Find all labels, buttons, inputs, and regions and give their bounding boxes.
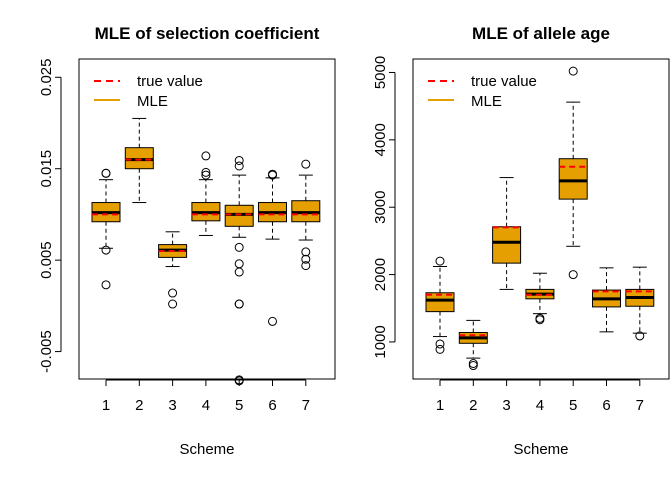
outlier-point: [101, 280, 111, 290]
legend-true-value-label: true value: [471, 73, 537, 90]
outlier-point: [234, 242, 244, 252]
outlier-point: [168, 299, 178, 309]
x-tick-label: 2: [135, 397, 143, 414]
x-tick-label: 5: [569, 397, 577, 414]
y-tick-label: 0.015: [38, 150, 55, 188]
outlier-point: [234, 267, 244, 277]
outlier-point: [535, 315, 545, 325]
outlier-point: [568, 270, 578, 280]
outlier-point: [468, 359, 478, 369]
boxplot-scheme-6: [258, 169, 287, 326]
legend-mle-label: MLE: [471, 93, 502, 110]
y-tick-label: 1000: [372, 325, 389, 358]
box-iqr: [425, 292, 455, 313]
boxplot-scheme-4: [525, 272, 555, 325]
outlier-point: [234, 259, 244, 269]
x-tick-label: 6: [268, 397, 276, 414]
boxplot-scheme-2: [458, 319, 488, 371]
outlier-point: [635, 331, 645, 341]
outlier-point: [301, 261, 311, 271]
outlier-point: [301, 159, 311, 169]
outlier-point: [101, 245, 111, 255]
outlier-point: [435, 256, 445, 266]
x-tick-label: 3: [502, 397, 510, 414]
box-iqr: [558, 158, 588, 200]
y-tick-label: 5000: [372, 56, 389, 89]
legend-true-value-label: true value: [137, 73, 203, 90]
outlier-point: [568, 66, 578, 76]
outlier-point: [201, 151, 211, 161]
outlier-point: [268, 316, 277, 326]
boxplot-scheme-6: [592, 267, 621, 333]
y-tick-label: 4000: [372, 123, 389, 156]
x-axis-label: Scheme: [513, 441, 568, 458]
boxplot-scheme-3: [492, 177, 522, 290]
boxplot-scheme-4: [191, 151, 221, 236]
legend: true value MLE: [428, 73, 537, 110]
boxplot-scheme-1: [425, 256, 455, 354]
x-axis-label: Scheme: [179, 441, 234, 458]
outlier-point: [234, 161, 244, 171]
x-tick-label: 6: [602, 397, 610, 414]
plot-frame: [78, 58, 336, 380]
outlier-point: [201, 170, 211, 180]
outlier-point: [435, 339, 445, 349]
panel-allele-age: MLE of allele age Scheme 1000 2000 3000 400…: [372, 24, 670, 458]
x-tick-label: 7: [302, 397, 310, 414]
boxplot-scheme-1: [91, 168, 121, 290]
x-tick-label: 1: [436, 397, 444, 414]
outlier-point: [301, 254, 311, 264]
outlier-point: [435, 344, 445, 354]
y-tick-label: -0.005: [38, 330, 55, 373]
outlier-point: [234, 155, 244, 165]
x-tick-label: 4: [202, 397, 210, 414]
chart-title: MLE of allele age: [472, 24, 610, 43]
chart-title: MLE of selection coefficient: [95, 24, 320, 43]
boxplot-scheme-5: [224, 155, 254, 386]
boxplot-scheme-2: [124, 117, 154, 204]
x-tick-label: 7: [636, 397, 644, 414]
y-tick-label: 2000: [372, 258, 389, 291]
x-tick-label: 3: [168, 397, 176, 414]
outlier-point: [268, 170, 277, 180]
outlier-point: [234, 299, 244, 309]
x-tick-label: 1: [102, 397, 110, 414]
outlier-point: [168, 288, 178, 298]
panel-selection-coefficient: MLE of selection coefficient Scheme -0.0…: [38, 24, 336, 458]
x-tick-label: 4: [536, 397, 544, 414]
outlier-point: [234, 376, 244, 386]
boxplot-scheme-5: [558, 66, 588, 280]
legend-mle-label: MLE: [137, 93, 168, 110]
plot-frame: [412, 58, 670, 380]
x-tick-label: 5: [235, 397, 243, 414]
y-tick-label: 3000: [372, 191, 389, 224]
boxplot-scheme-3: [158, 231, 188, 309]
legend: true value MLE: [94, 73, 203, 110]
outlier-point: [301, 247, 311, 257]
x-tick-label: 2: [469, 397, 477, 414]
boxplot-scheme-7: [291, 159, 321, 271]
y-tick-label: 0.025: [38, 59, 55, 97]
boxplot-scheme-7: [625, 266, 655, 341]
outlier-point: [468, 361, 478, 371]
outlier-point: [201, 167, 211, 177]
y-tick-label: 0.005: [38, 241, 55, 279]
outlier-point: [101, 168, 111, 178]
box-iqr: [492, 226, 522, 264]
